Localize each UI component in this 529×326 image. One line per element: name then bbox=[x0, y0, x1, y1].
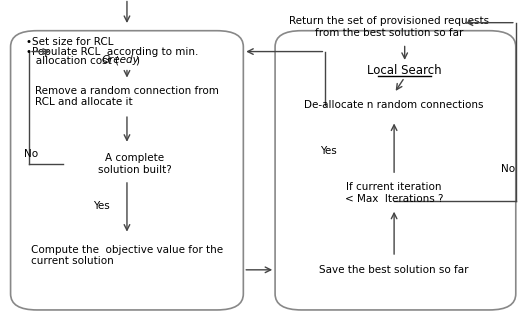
Text: No: No bbox=[501, 164, 515, 174]
Text: Yes: Yes bbox=[320, 146, 337, 156]
Text: Remove a random connection from
RCL and allocate it: Remove a random connection from RCL and … bbox=[35, 86, 219, 107]
Text: De-allocate n random connections: De-allocate n random connections bbox=[304, 99, 484, 110]
Text: •Set size for RCL: •Set size for RCL bbox=[26, 37, 114, 47]
Text: •Populate RCL  according to min.: •Populate RCL according to min. bbox=[26, 47, 199, 57]
Text: allocation cost (: allocation cost ( bbox=[26, 55, 120, 65]
Text: No: No bbox=[24, 149, 38, 159]
Text: If current iteration
< Max  Iterations ?: If current iteration < Max Iterations ? bbox=[345, 182, 443, 204]
Text: Yes: Yes bbox=[93, 200, 110, 211]
Text: Greedy: Greedy bbox=[102, 55, 139, 65]
Text: Local Search: Local Search bbox=[367, 64, 442, 77]
Text: ): ) bbox=[135, 55, 139, 65]
FancyBboxPatch shape bbox=[275, 31, 516, 310]
Text: Return the set of provisioned requests
from the best solution so far: Return the set of provisioned requests f… bbox=[289, 16, 489, 38]
Text: A complete
solution built?: A complete solution built? bbox=[98, 153, 172, 175]
FancyBboxPatch shape bbox=[11, 31, 243, 310]
Text: Save the best solution so far: Save the best solution so far bbox=[320, 265, 469, 275]
Text: Compute the  objective value for the
current solution: Compute the objective value for the curr… bbox=[31, 244, 223, 266]
